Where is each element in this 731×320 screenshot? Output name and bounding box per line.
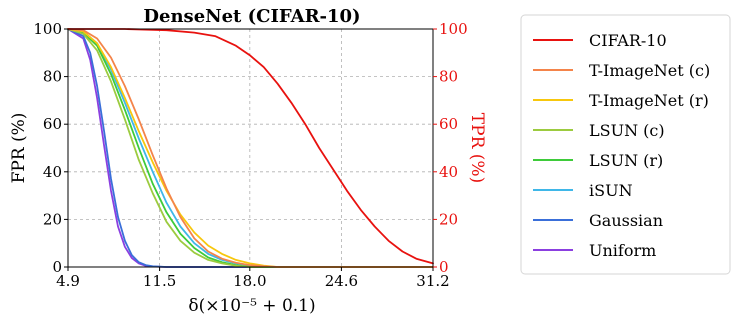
left-y-tick-label: 60 [43,115,62,133]
chart-title: DenseNet (CIFAR-10) [143,6,360,27]
right-y-tick-label: 60 [439,115,458,133]
series-line-t-imagenet-c [67,28,434,268]
left-y-axis-label: FPR (%) [9,113,29,184]
series-line-t-imagenet-r [67,28,434,268]
series-line-gaussian [67,28,434,268]
x-tick-label: 18.0 [233,272,266,290]
x-tick-label: 24.6 [325,272,358,290]
right-y-tick-label: 80 [439,68,458,86]
right-y-axis-label: TPR (%) [467,113,487,183]
x-axis-label: δ(×10⁻⁵ + 0.1) [188,296,315,316]
legend-label: iSUN [589,181,633,200]
legend-entries: CIFAR-10 T-ImageNet (c) T-ImageNet (r) LSUN… [533,31,710,260]
right-y-tick-label: 100 [439,20,468,38]
legend [520,14,731,275]
left-y-tick-label: 80 [43,68,62,86]
legend-label: Gaussian [589,211,663,230]
right-y-tick-label: 40 [439,163,458,181]
plot-lines [67,28,434,268]
left-y-tick-label: 40 [43,163,62,181]
x-tick-label: 4.9 [56,272,80,290]
x-tick-label: 11.5 [143,272,176,290]
x-tick-label: 31.2 [416,272,449,290]
legend-label: LSUN (c) [589,121,665,140]
legend-label: LSUN (r) [589,151,663,170]
plot-frame [67,28,434,268]
legend-label: T-ImageNet (r) [589,91,709,110]
legend-label: Uniform [589,241,656,260]
series-line-cifar-10 [67,28,434,265]
right-y-tick-label: 20 [439,210,458,228]
left-y-tick-label: 100 [33,20,62,38]
left-y-tick-label: 20 [43,210,62,228]
right-y-tick-label: 0 [439,258,449,276]
series-line-lsun-c [67,28,434,268]
left-y-tick-label: 0 [52,258,62,276]
legend-label: CIFAR-10 [589,31,667,50]
legend-label: T-ImageNet (c) [589,61,710,80]
grid [68,29,433,267]
